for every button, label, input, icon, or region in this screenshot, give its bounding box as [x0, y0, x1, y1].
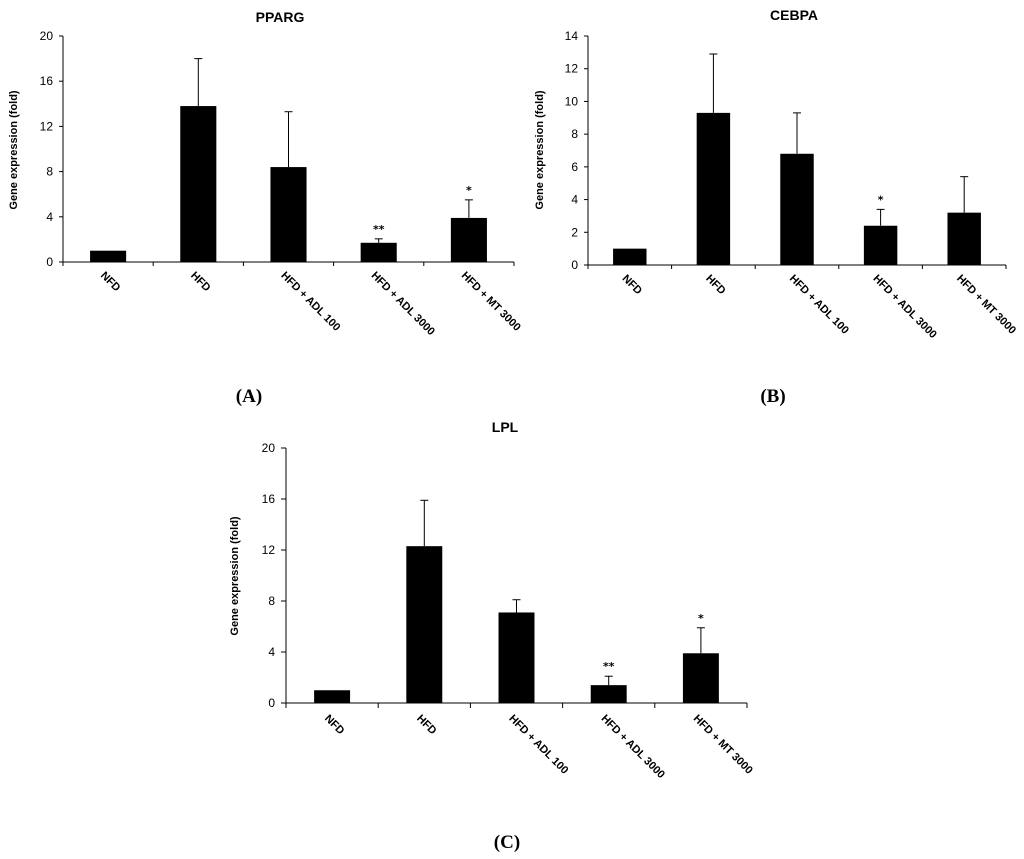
x-tick-label: NFD — [98, 270, 123, 295]
bar — [90, 250, 127, 262]
y-tick-label: 4 — [46, 210, 53, 224]
y-tick-label: 12 — [40, 119, 54, 133]
x-tick-label: HFD + ADL 100 — [787, 273, 851, 337]
bar — [863, 225, 898, 265]
x-tick-label: HFD + ADL 3000 — [599, 713, 667, 781]
x-tick-label: HFD — [414, 713, 439, 738]
y-tick-label: 8 — [46, 165, 53, 179]
x-tick-label: HFD + ADL 100 — [278, 270, 342, 334]
y-tick-label: 20 — [262, 441, 276, 455]
y-tick-label: 8 — [571, 127, 578, 141]
bar — [613, 248, 647, 265]
bar — [947, 212, 981, 265]
bar — [270, 167, 307, 262]
bar — [590, 685, 627, 703]
y-tick-label: 4 — [268, 645, 275, 659]
y-tick-label: 14 — [565, 29, 579, 43]
x-tick-label: HFD — [703, 273, 728, 298]
chart-panel-b: CEBPA Gene expression (fold) (B) 0 2 4 6 8 10… — [534, 7, 1018, 407]
y-tick-label: 10 — [565, 94, 579, 108]
bar — [696, 112, 731, 265]
x-tick-label: HFD + ADL 3000 — [369, 270, 437, 338]
y-tick-label: 6 — [571, 160, 578, 174]
y-tick-label: 20 — [40, 29, 54, 43]
significance-marker: * — [466, 184, 472, 197]
bar — [450, 217, 487, 262]
x-tick-label: HFD + ADL 3000 — [870, 273, 938, 341]
x-tick-label: HFD + MT 3000 — [954, 273, 1018, 337]
y-tick-label: 16 — [262, 492, 276, 506]
chart-panel-a: PPARG Gene expression (fold) (A) 0 4 8 12 16… — [8, 9, 523, 407]
y-tick-label: 2 — [571, 225, 578, 239]
panel-label: (A) — [236, 386, 262, 407]
y-tick-label: 0 — [268, 696, 275, 710]
y-axis-label: Gene expression (fold) — [534, 90, 546, 210]
panel-label: (B) — [760, 386, 785, 407]
chart-title: CEBPA — [770, 7, 818, 23]
significance-marker: * — [878, 193, 884, 206]
x-tick-label: HFD + MT 3000 — [691, 713, 755, 777]
chart-panel-c: LPL Gene expression (fold) (C) 0 4 8 12 16 20… — [229, 419, 755, 853]
y-axis-label: Gene expression (fold) — [8, 90, 20, 210]
y-tick-label: 8 — [268, 594, 275, 608]
y-axis-label: Gene expression (fold) — [229, 516, 241, 636]
bar — [780, 153, 814, 265]
y-tick-label: 12 — [262, 543, 276, 557]
x-tick-label: HFD — [188, 270, 213, 295]
bar — [682, 653, 719, 703]
bar — [360, 242, 397, 262]
panel-label: (C) — [494, 832, 520, 853]
y-tick-label: 0 — [571, 258, 578, 272]
y-tick-label: 0 — [46, 255, 53, 269]
significance-marker: * — [698, 612, 704, 625]
significance-marker: ** — [373, 223, 385, 236]
x-tick-label: NFD — [620, 273, 645, 298]
bar — [498, 612, 535, 703]
y-tick-label: 4 — [571, 193, 578, 207]
y-tick-label: 12 — [565, 62, 579, 76]
x-tick-label: HFD + MT 3000 — [459, 270, 523, 334]
chart-title: LPL — [492, 419, 519, 435]
x-tick-label: HFD + ADL 100 — [506, 713, 570, 777]
bar — [314, 690, 351, 703]
significance-marker: ** — [603, 660, 615, 673]
bar — [180, 106, 217, 262]
bar — [406, 546, 443, 703]
chart-title: PPARG — [256, 9, 305, 25]
x-tick-label: NFD — [322, 713, 347, 738]
y-tick-label: 16 — [40, 74, 54, 88]
